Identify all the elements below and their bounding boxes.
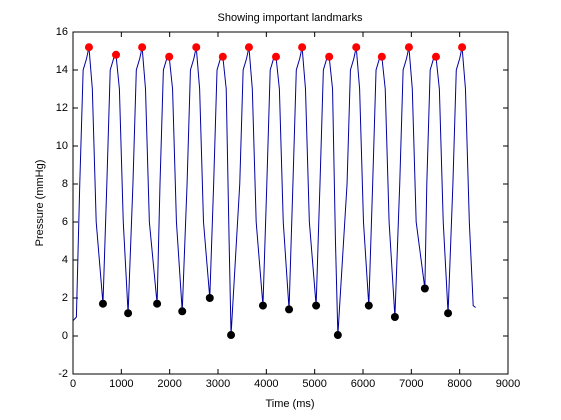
landmark-marker [124, 309, 133, 318]
x-axis-label: Time (ms) [265, 398, 314, 410]
landmark-marker [285, 305, 294, 314]
landmark-marker [420, 284, 429, 293]
landmark-marker [218, 52, 227, 61]
landmark-marker [272, 52, 280, 61]
landmark-marker [312, 301, 321, 310]
x-tick-label: 1000 [109, 378, 133, 390]
x-tick-label: 5000 [302, 378, 326, 390]
y-tick-label: 10 [56, 140, 68, 152]
y-tick-label: 0 [62, 330, 68, 342]
landmark-marker [390, 313, 399, 321]
chart-title: Showing important landmarks [218, 12, 363, 24]
landmark-marker [205, 294, 214, 302]
landmark-marker [298, 43, 307, 52]
y-tick-label: 14 [56, 64, 68, 76]
x-tick-label: 8000 [447, 378, 471, 390]
x-tick-label: 3000 [206, 378, 230, 390]
landmark-marker [84, 43, 93, 52]
landmark-marker [444, 309, 453, 318]
landmark-marker [227, 331, 236, 340]
landmark-marker [244, 43, 253, 52]
x-tick-label: 0 [70, 378, 76, 390]
y-tick-label: 4 [62, 254, 68, 266]
landmark-marker [352, 43, 361, 52]
landmark-marker [165, 52, 174, 61]
landmark-marker [112, 50, 121, 59]
landmark-marker [377, 52, 386, 61]
x-tick-label: 6000 [351, 378, 375, 390]
y-axis-label: Pressure (mmHg) [34, 160, 46, 247]
landmark-marker [404, 43, 413, 52]
y-tick-label: 12 [56, 102, 68, 114]
landmark-marker [258, 301, 267, 310]
landmark-marker [431, 52, 440, 61]
landmark-marker [325, 52, 334, 61]
landmark-marker [178, 307, 187, 316]
x-tick-label: 9000 [496, 378, 520, 390]
landmark-marker [153, 299, 162, 308]
landmark-marker [333, 331, 342, 340]
y-tick-label: 6 [62, 216, 68, 228]
y-tick-label: 16 [56, 26, 68, 38]
landmark-marker [192, 43, 201, 52]
landmark-marker [458, 43, 467, 52]
landmark-marker [138, 43, 147, 52]
landmark-marker [98, 299, 107, 308]
x-tick-label: 2000 [157, 378, 181, 390]
x-tick-label: 4000 [254, 378, 278, 390]
y-tick-label: 2 [62, 292, 68, 304]
landmark-marker [364, 301, 373, 310]
y-tick-label: 8 [62, 178, 68, 190]
y-tick-label: -2 [58, 368, 68, 380]
x-tick-label: 7000 [399, 378, 423, 390]
